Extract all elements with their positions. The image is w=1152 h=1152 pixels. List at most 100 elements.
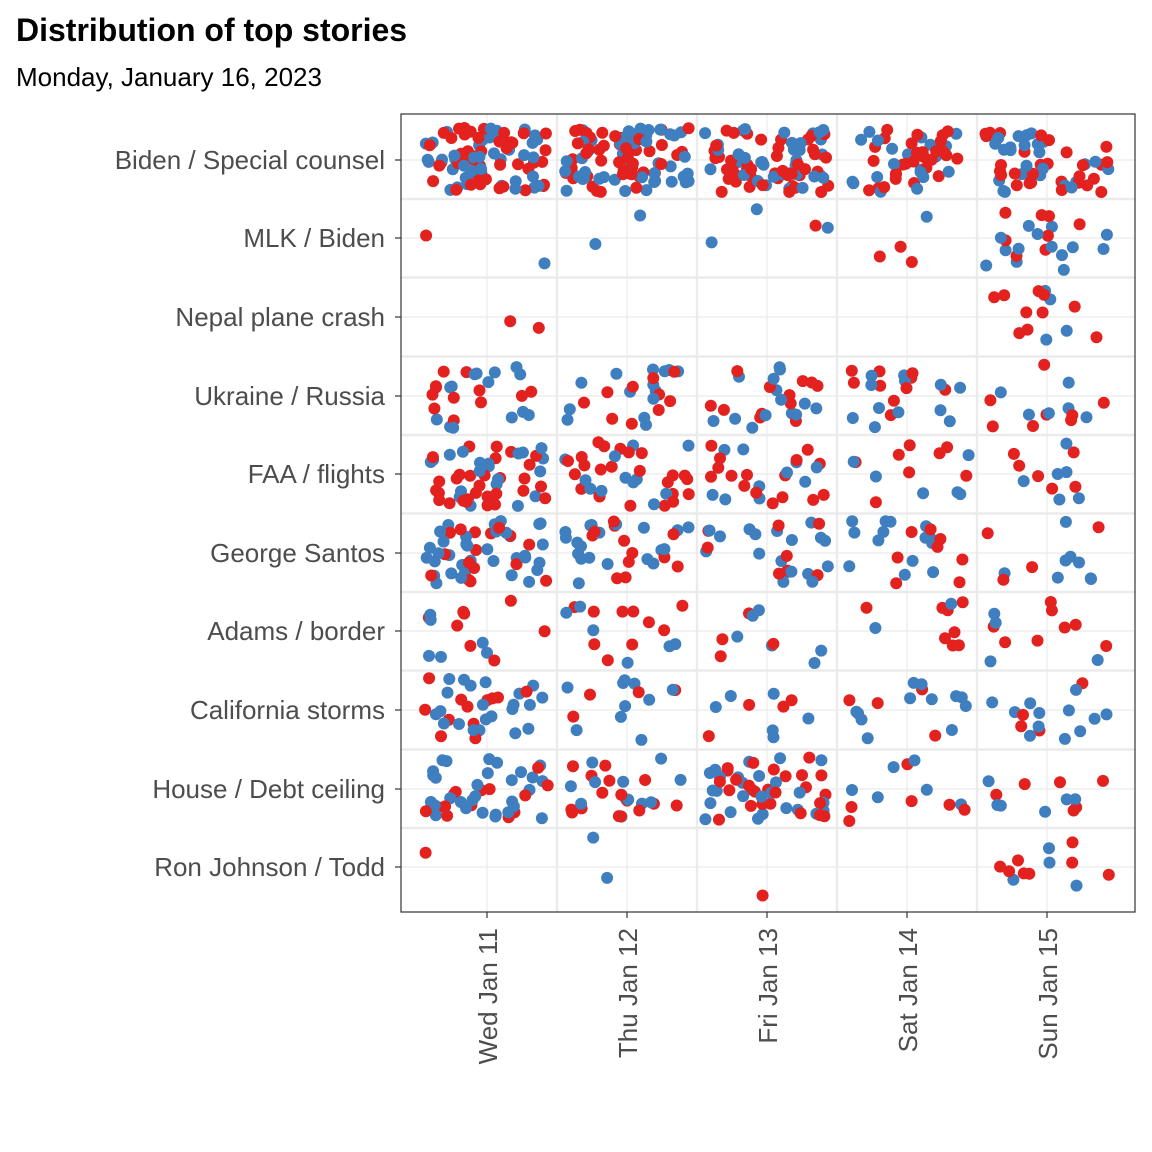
data-point-blue xyxy=(481,767,494,780)
data-point-red xyxy=(447,391,460,404)
data-point-blue xyxy=(732,148,745,161)
data-point-blue xyxy=(668,129,681,142)
data-point-blue xyxy=(774,752,787,765)
data-point-blue xyxy=(753,770,766,782)
data-point-red xyxy=(671,560,684,573)
data-point-red xyxy=(592,436,605,449)
data-point-blue xyxy=(1040,333,1053,346)
data-point-blue xyxy=(997,185,1010,197)
data-point-blue xyxy=(527,151,540,164)
data-point-red xyxy=(618,534,631,547)
data-point-red xyxy=(615,810,627,823)
data-point-red xyxy=(658,624,671,637)
data-point-blue xyxy=(575,552,588,565)
data-point-blue xyxy=(448,149,461,162)
data-point-red xyxy=(603,774,616,787)
data-point-red xyxy=(594,185,607,198)
data-point-blue xyxy=(447,421,460,434)
data-point-blue xyxy=(757,158,770,171)
data-point-blue xyxy=(1089,155,1102,168)
data-point-blue xyxy=(906,554,919,567)
data-point-red xyxy=(984,394,997,407)
data-point-blue xyxy=(1043,842,1055,855)
data-point-blue xyxy=(587,624,600,637)
data-point-red xyxy=(532,321,545,334)
data-point-red xyxy=(616,168,629,181)
data-point-blue xyxy=(506,795,519,808)
data-point-blue xyxy=(1031,228,1044,240)
data-point-red xyxy=(473,479,486,492)
data-point-blue xyxy=(850,705,863,718)
data-point-red xyxy=(713,813,725,826)
data-point-blue xyxy=(704,163,717,176)
data-point-red xyxy=(1031,634,1044,647)
chart-subtitle: Monday, January 16, 2023 xyxy=(16,62,322,92)
data-point-red xyxy=(520,685,533,698)
data-point-blue xyxy=(785,565,798,578)
y-tick-label: MLK / Biden xyxy=(243,223,385,253)
data-point-blue xyxy=(445,567,458,580)
y-tick-label: George Santos xyxy=(210,538,385,568)
data-point-red xyxy=(567,760,579,773)
data-point-red xyxy=(891,551,904,564)
data-point-red xyxy=(776,164,789,177)
data-point-red xyxy=(979,127,992,140)
data-point-blue xyxy=(429,708,442,721)
data-point-blue xyxy=(846,175,859,188)
data-point-red xyxy=(1054,776,1066,789)
data-point-red xyxy=(892,448,905,461)
data-point-red xyxy=(1035,129,1048,142)
data-point-blue xyxy=(914,166,927,179)
data-point-blue xyxy=(1043,856,1056,869)
data-point-red xyxy=(1097,396,1110,409)
data-point-red xyxy=(633,804,646,817)
data-point-red xyxy=(535,480,547,493)
data-point-red xyxy=(794,807,807,820)
data-point-red xyxy=(905,526,918,538)
data-point-red xyxy=(900,382,913,395)
data-point-red xyxy=(1067,804,1080,817)
data-point-blue xyxy=(664,160,677,173)
data-point-red xyxy=(444,526,456,539)
data-point-blue xyxy=(1045,240,1058,253)
data-point-red xyxy=(504,594,517,607)
data-point-blue xyxy=(848,526,861,539)
data-point-blue xyxy=(868,421,881,434)
data-point-blue xyxy=(682,521,695,534)
data-point-red xyxy=(1017,708,1029,721)
data-point-red xyxy=(723,784,736,797)
data-point-red xyxy=(1038,358,1051,371)
x-tick-label: Wed Jan 11 xyxy=(473,928,503,1064)
data-point-red xyxy=(815,769,828,782)
data-point-red xyxy=(1041,229,1054,242)
data-point-blue xyxy=(473,150,486,163)
data-point-red xyxy=(667,528,680,541)
data-point-red xyxy=(1036,306,1049,319)
data-point-blue xyxy=(535,442,548,455)
y-tick-label: Ron Johnson / Todd xyxy=(154,852,385,882)
data-point-blue xyxy=(707,415,720,427)
data-point-blue xyxy=(505,569,518,582)
data-point-red xyxy=(790,454,803,466)
data-point-red xyxy=(903,466,916,479)
data-point-blue xyxy=(1088,712,1101,725)
data-point-blue xyxy=(755,790,768,803)
data-point-red xyxy=(994,860,1007,873)
data-point-blue xyxy=(785,534,798,546)
data-point-red xyxy=(906,367,919,380)
data-point-red xyxy=(953,576,966,589)
data-point-red xyxy=(425,569,438,582)
data-point-red xyxy=(845,801,858,813)
y-tick-label: California storms xyxy=(190,695,385,725)
data-point-blue xyxy=(1022,219,1035,232)
data-point-red xyxy=(423,139,436,152)
data-point-red xyxy=(1013,459,1026,472)
data-point-red xyxy=(813,517,826,530)
data-point-blue xyxy=(798,397,811,410)
data-point-red xyxy=(419,805,432,818)
data-point-blue xyxy=(1080,411,1093,424)
data-point-blue xyxy=(819,534,832,547)
data-point-blue xyxy=(589,238,602,250)
data-point-blue xyxy=(945,597,958,610)
data-point-red xyxy=(601,654,614,667)
